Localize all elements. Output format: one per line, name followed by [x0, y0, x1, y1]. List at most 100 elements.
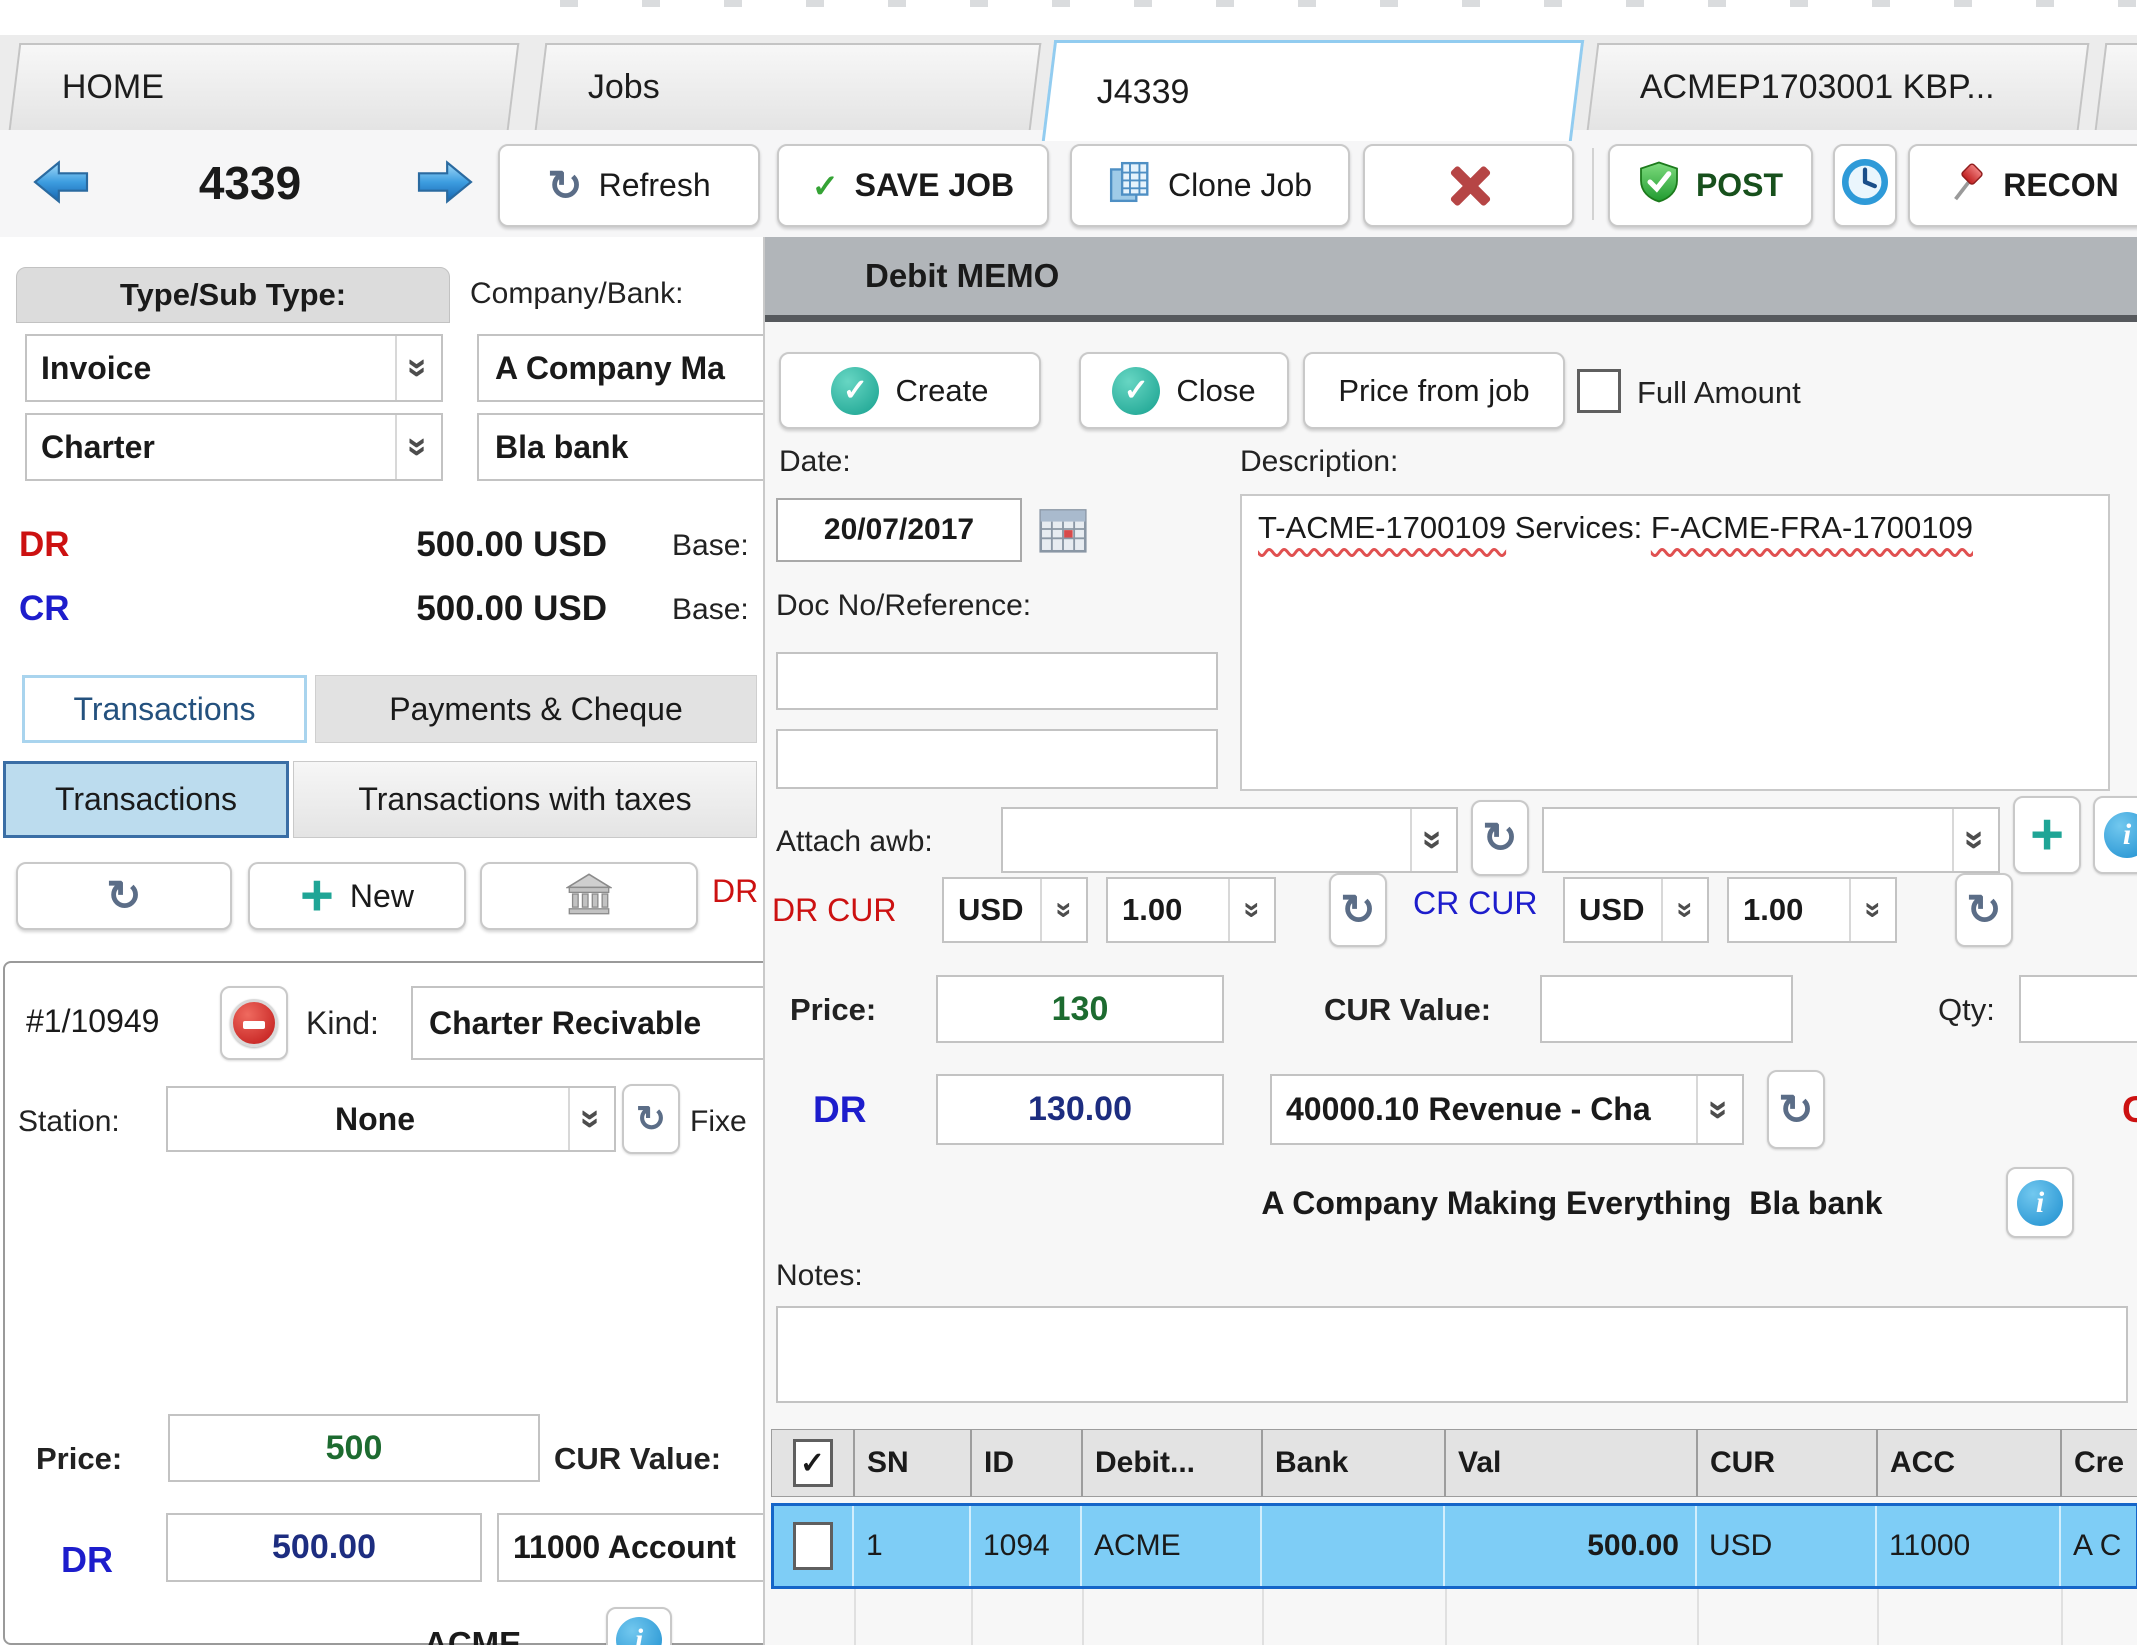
chevron-down-icon[interactable]: » [395, 336, 441, 400]
refresh-button[interactable]: ↻ Refresh [498, 144, 760, 227]
row-checkbox[interactable] [793, 1522, 833, 1570]
tab-payments-cheque[interactable]: Payments & Cheque [315, 675, 757, 743]
chevron-down-icon[interactable]: » [568, 1088, 614, 1150]
chevron-down-icon[interactable]: » [1410, 809, 1456, 871]
doc-no-input-1[interactable] [776, 652, 1218, 710]
company-info-button[interactable]: i [2006, 1167, 2074, 1238]
previous-job-button[interactable] [30, 156, 92, 213]
close-button[interactable]: ✓ Close [1079, 352, 1289, 429]
memo-price-input[interactable]: 130 [936, 975, 1224, 1043]
tab-acmep[interactable]: ACMEP1703001 KBP... [1587, 43, 2090, 130]
line-dr-input[interactable]: 500.00 [166, 1513, 482, 1582]
subtab-transactions-taxes[interactable]: Transactions with taxes [293, 761, 757, 838]
grid-select-all-header[interactable]: ✓ [771, 1429, 854, 1497]
type-select[interactable]: Invoice » [25, 334, 443, 402]
post-button[interactable]: POST [1608, 144, 1813, 227]
tab-j4339[interactable]: J4339 [1042, 40, 1584, 141]
awb-add-button[interactable]: + [2013, 796, 2081, 874]
bank-value[interactable]: Bla bank [477, 413, 777, 481]
description-textarea[interactable]: T-ACME-1700109 Services: F-ACME-FRA-1700… [1240, 494, 2110, 791]
transactions-refresh-button[interactable]: ↻ [16, 862, 232, 930]
memo-cur-value-input[interactable] [1540, 975, 1793, 1043]
grid-header-debit[interactable]: Debit... [1082, 1429, 1262, 1497]
grid-header-val[interactable]: Val [1445, 1429, 1697, 1497]
clipped-top-toolbar [560, 0, 2137, 7]
clone-job-button[interactable]: Clone Job [1070, 144, 1350, 227]
new-transaction-button[interactable]: + New [248, 862, 466, 930]
dr-rate-refresh-button[interactable]: ↻ [1329, 873, 1387, 947]
delete-button[interactable] [1363, 144, 1574, 227]
schedule-button[interactable] [1833, 144, 1897, 227]
grid-header-bank[interactable]: Bank [1262, 1429, 1445, 1497]
account-refresh-button[interactable]: ↻ [1767, 1070, 1825, 1149]
row-cell-cur[interactable]: USD [1697, 1506, 1877, 1586]
cr-currency-select[interactable]: USD » [1563, 877, 1709, 943]
chevron-down-icon[interactable]: » [1661, 879, 1707, 941]
create-button[interactable]: ✓ Create [779, 352, 1041, 429]
row-cell-credit[interactable]: A C [2061, 1506, 2137, 1586]
station-refresh-button[interactable]: ↻ [622, 1084, 680, 1154]
cr-rate-refresh-button[interactable]: ↻ [1955, 873, 2013, 947]
recon-label: RECON [2003, 167, 2119, 204]
tab-jobs[interactable]: Jobs [535, 43, 1042, 130]
grid-header-cur[interactable]: CUR [1697, 1429, 1877, 1497]
company-value[interactable]: A Company Ma [477, 334, 777, 402]
cr-rate-value: 1.00 [1729, 879, 1849, 941]
grid-header-sn[interactable]: SN [854, 1429, 971, 1497]
memo-dr-label: DR [813, 1089, 866, 1131]
memo-dr-input[interactable]: 130.00 [936, 1074, 1224, 1145]
dr-currency-select[interactable]: USD » [942, 877, 1088, 943]
chevron-down-icon[interactable]: » [1696, 1076, 1742, 1143]
row-cell-val[interactable]: 500.00 [1445, 1506, 1697, 1586]
date-input[interactable]: 20/07/2017 [776, 498, 1022, 562]
line-account-select[interactable]: 11000 Account [497, 1513, 771, 1582]
grid-header-id[interactable]: ID [971, 1429, 1082, 1497]
select-all-checkbox[interactable]: ✓ [793, 1439, 833, 1487]
chevron-down-icon[interactable]: » [395, 415, 441, 479]
tab-label: HOME [16, 68, 164, 107]
kind-value[interactable]: Charter Recivable [411, 986, 771, 1060]
grid-header-acc[interactable]: ACC [1877, 1429, 2061, 1497]
notes-textarea[interactable] [776, 1306, 2128, 1403]
subtype-select[interactable]: Charter » [25, 413, 443, 481]
post-label: POST [1696, 167, 1783, 204]
price-from-job-button[interactable]: Price from job [1303, 352, 1565, 429]
qty-input[interactable] [2019, 975, 2137, 1043]
row-cell-bank[interactable] [1262, 1506, 1445, 1586]
tab-transactions[interactable]: Transactions [22, 675, 307, 743]
doc-no-input-2[interactable] [776, 729, 1218, 789]
awb-refresh-button[interactable]: ↻ [1471, 800, 1529, 876]
price-input[interactable]: 500 [168, 1414, 540, 1482]
recon-button[interactable]: RECON [1908, 144, 2137, 227]
grid-header-credit[interactable]: Cre [2061, 1429, 2137, 1497]
tab-partial[interactable]: F [2095, 43, 2137, 130]
row-cell-debit[interactable]: ACME [1082, 1506, 1262, 1586]
chevron-down-icon[interactable]: » [1040, 879, 1086, 941]
row-cell-id[interactable]: 1094 [971, 1506, 1082, 1586]
station-select[interactable]: None » [166, 1086, 616, 1152]
dr-rate-select[interactable]: 1.00 » [1106, 877, 1276, 943]
chevron-down-icon[interactable]: » [1228, 879, 1274, 941]
attach-awb-select-2[interactable]: » [1542, 807, 2000, 873]
memo-account-select[interactable]: 40000.10 Revenue - Cha » [1270, 1074, 1744, 1145]
awb-info-button[interactable]: i [2093, 796, 2137, 874]
full-amount-checkbox[interactable] [1577, 369, 1621, 413]
chevron-down-icon[interactable]: » [1952, 809, 1998, 871]
remove-line-button[interactable] [220, 986, 288, 1060]
calendar-icon[interactable] [1037, 503, 1089, 560]
chevron-down-icon[interactable]: » [1849, 879, 1895, 941]
next-job-button[interactable] [414, 156, 476, 213]
row-checkbox-cell[interactable] [774, 1506, 854, 1586]
save-job-button[interactable]: ✓ SAVE JOB [777, 144, 1049, 227]
tab-home[interactable]: HOME [9, 43, 520, 130]
check-icon: ✓ [812, 167, 839, 205]
party-info-button[interactable]: i [606, 1607, 672, 1645]
row-cell-sn[interactable]: 1 [854, 1506, 971, 1586]
subtab-transactions[interactable]: Transactions [3, 761, 289, 838]
job-number: 4339 [160, 156, 340, 210]
row-cell-acc[interactable]: 11000 [1877, 1506, 2061, 1586]
attach-awb-select-1[interactable]: » [1001, 807, 1458, 873]
bank-button[interactable] [480, 862, 698, 930]
refresh-icon: ↻ [1482, 817, 1517, 859]
cr-rate-select[interactable]: 1.00 » [1727, 877, 1897, 943]
